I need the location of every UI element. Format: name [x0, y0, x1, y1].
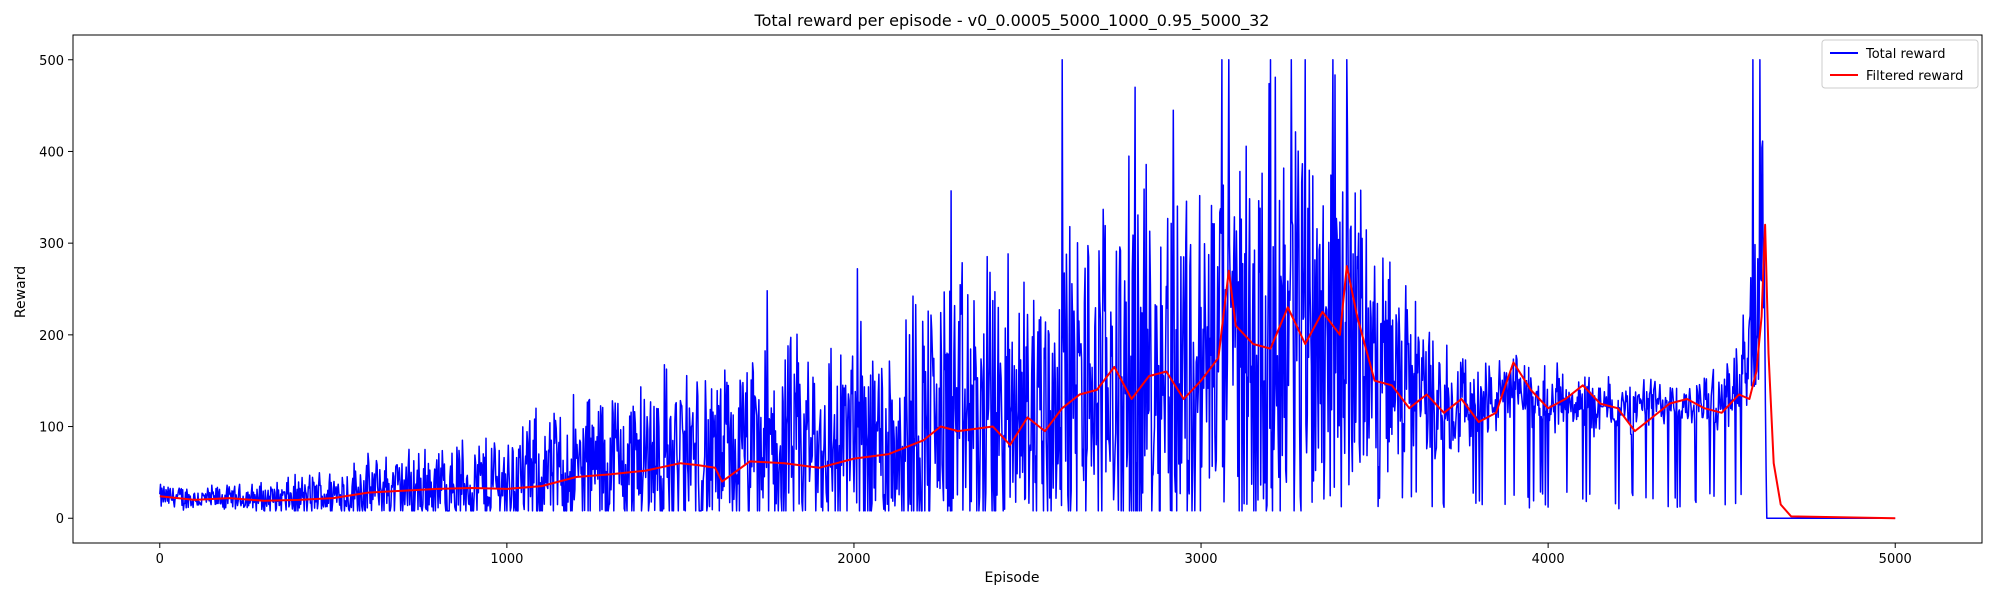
y-tick-label: 100 [39, 421, 64, 436]
x-tick-label: 0 [156, 552, 164, 567]
y-tick-label: 200 [39, 329, 64, 344]
y-axis-label: Reward [13, 266, 29, 318]
legend: Total reward Filtered reward [1821, 39, 1979, 89]
plot-frame [72, 34, 1983, 544]
y-tick-label: 300 [39, 237, 64, 252]
chart-title: Total reward per episode - v0_0.0005_500… [754, 11, 1270, 31]
x-axis-label: Episode [985, 570, 1040, 586]
legend-box [1821, 39, 1979, 89]
y-tick-label: 0 [56, 512, 64, 527]
y-tick-label: 500 [39, 54, 64, 69]
series-layer [159, 59, 1896, 520]
axes-layer: 0 1000 2000 3000 4000 5000 0 100 200 300 400 500 [39, 34, 1983, 567]
x-tick-label: 3000 [1184, 552, 1217, 567]
x-tick-label: 4000 [1532, 552, 1565, 567]
filtered-reward-line [159, 223, 1896, 520]
total-reward-line [159, 59, 1896, 519]
legend-total-label: Total reward [1865, 47, 1946, 62]
legend-filtered-label: Filtered reward [1866, 69, 1963, 84]
x-tick-label: 1000 [490, 552, 523, 567]
x-tick-label: 2000 [837, 552, 870, 567]
y-tick-label: 400 [39, 145, 64, 160]
x-tick-label: 5000 [1879, 552, 1912, 567]
